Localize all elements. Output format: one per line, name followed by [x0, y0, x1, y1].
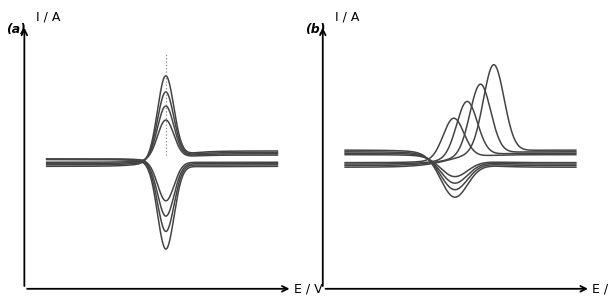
Text: E / V: E / V — [294, 282, 322, 295]
Text: (b): (b) — [305, 23, 325, 36]
Text: E / V: E / V — [592, 282, 609, 295]
Text: I / A: I / A — [335, 10, 359, 23]
Text: I / A: I / A — [37, 10, 61, 23]
Text: (a): (a) — [7, 23, 26, 36]
